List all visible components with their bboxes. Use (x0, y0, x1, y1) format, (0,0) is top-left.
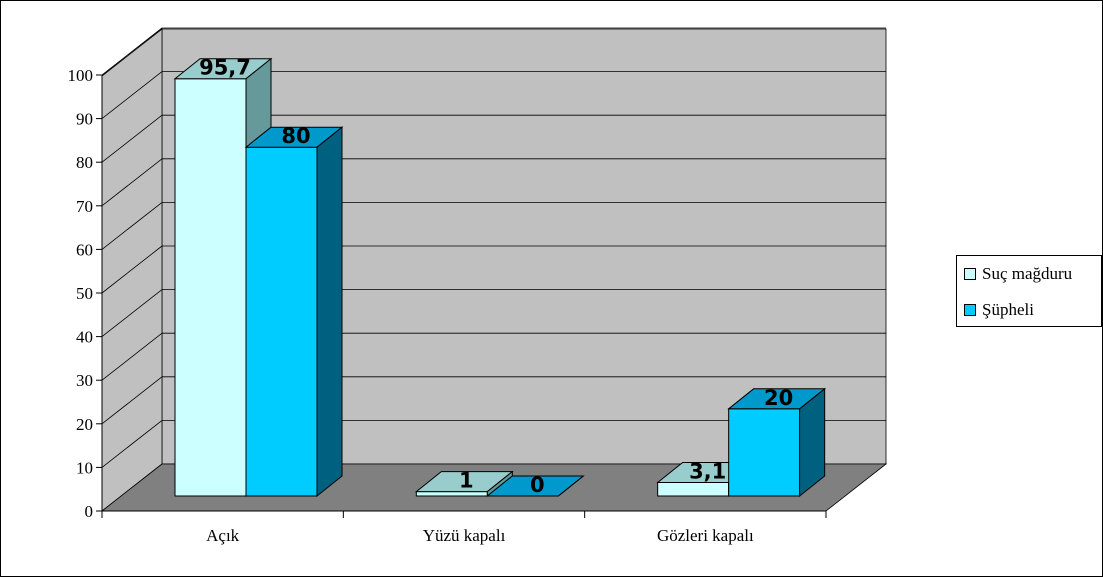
y-tick-label: 90 (76, 110, 93, 129)
data-label: 80 (281, 124, 310, 148)
gridline-side-70 (101, 158, 163, 207)
gridline-side-50 (101, 245, 163, 294)
legend-swatch-1 (964, 268, 976, 280)
legend-item-2: Şüpheli (964, 300, 1034, 320)
bar-1-3 (657, 481, 730, 497)
gridline-side-60 (101, 202, 163, 250)
legend-label-2: Şüpheli (982, 300, 1034, 319)
gridline-side-10 (101, 420, 163, 468)
data-label: 0 (530, 473, 545, 497)
data-label: 3,1 (689, 459, 726, 483)
gridline-side-40 (101, 289, 163, 337)
bar-2-1 (245, 146, 318, 497)
y-tick-label: 100 (68, 66, 94, 85)
bar-2-3 (728, 408, 801, 497)
x-tick-label: Gözleri kapalı (657, 526, 754, 545)
bar-1-1 (174, 78, 247, 497)
y-tick-label: 0 (85, 502, 94, 521)
gridline-side-20 (101, 376, 163, 425)
y-tick-label: 70 (76, 197, 93, 216)
bar-2-3-side (799, 387, 826, 498)
y-tick-label: 80 (76, 153, 93, 172)
y-tick-label: 30 (76, 371, 93, 390)
x-tick-label: Açık (206, 526, 240, 545)
y-tick-label: 60 (76, 240, 93, 259)
legend: Suç mağduru Şüpheli (956, 255, 1102, 327)
gridline-side-30 (101, 332, 163, 381)
legend-item-1: Suç mağduru (964, 264, 1072, 284)
y-tick-label: 20 (76, 415, 93, 434)
legend-label-1: Suç mağduru (982, 264, 1073, 283)
gridline-side-100 (101, 27, 163, 76)
gridline-side-90 (101, 71, 163, 119)
bar-2-2-side (558, 475, 584, 497)
gridline-side-80 (101, 114, 163, 163)
bar-1-2 (415, 491, 488, 497)
legend-swatch-2 (964, 304, 976, 316)
data-label: 95,7 (199, 56, 251, 80)
bar-2-1-side (316, 126, 343, 498)
y-tick-label: 40 (76, 328, 93, 347)
x-tick-label: Yüzü kapalı (423, 526, 506, 545)
data-label: 20 (764, 386, 793, 410)
y-tick-label: 50 (76, 284, 93, 303)
data-label: 1 (459, 469, 474, 493)
y-tick-label: 10 (76, 458, 93, 477)
